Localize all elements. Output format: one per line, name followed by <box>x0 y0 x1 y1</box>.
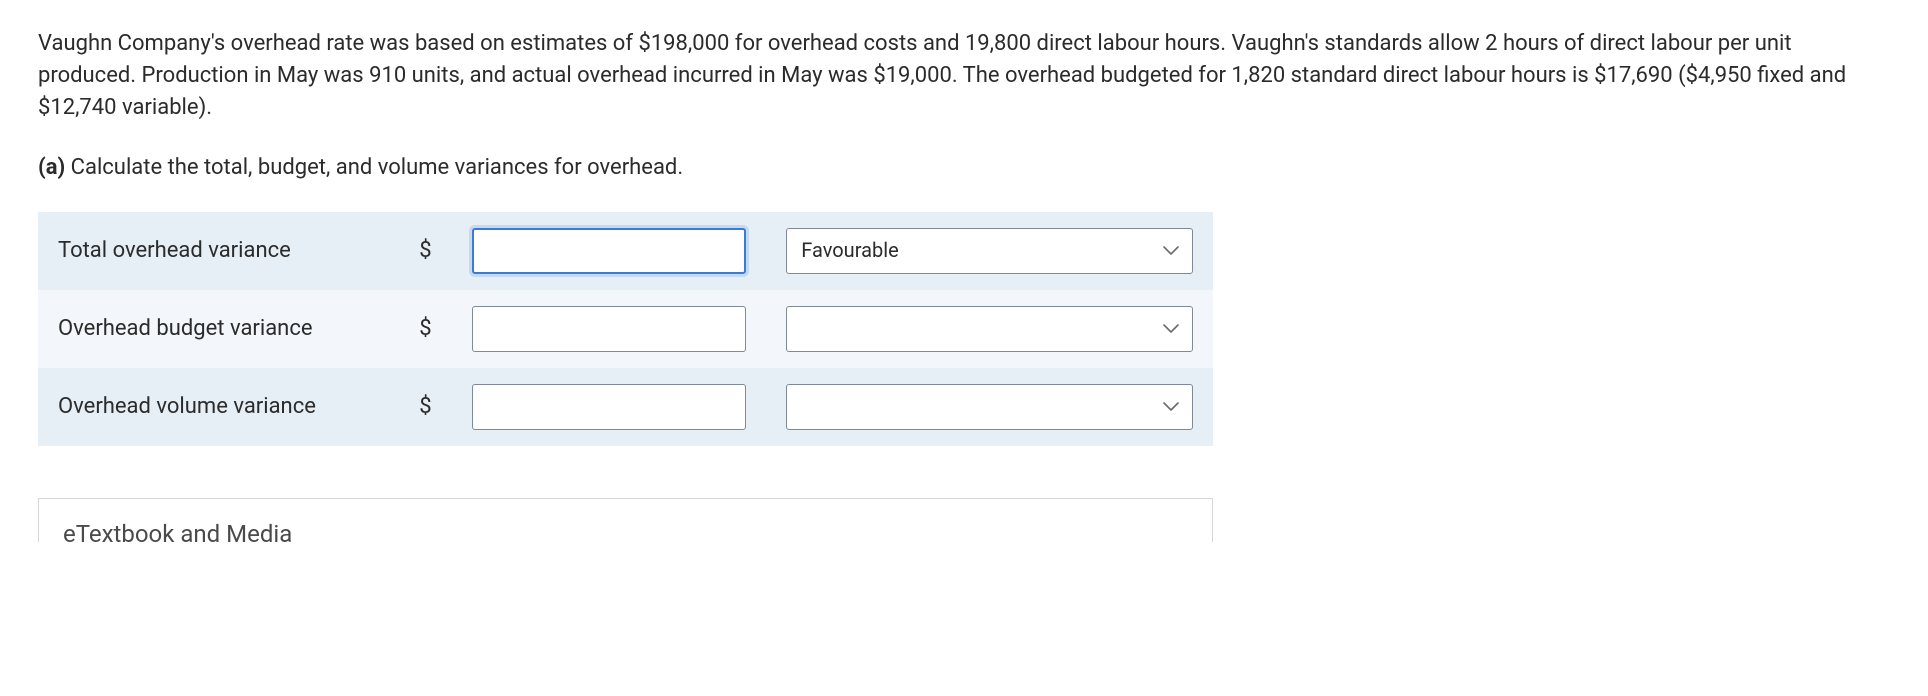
budget-variance-input[interactable] <box>472 306 747 352</box>
dollar-sign: $ <box>398 290 451 368</box>
row-label: Total overhead variance <box>38 212 398 290</box>
volume-variance-dropdown[interactable] <box>786 384 1193 430</box>
total-variance-input[interactable] <box>472 228 747 274</box>
etextbook-media-panel[interactable]: eTextbook and Media <box>38 498 1213 542</box>
variance-table: Total overhead variance $ Favourable Ove… <box>38 212 1213 446</box>
table-row: Total overhead variance $ Favourable <box>38 212 1213 290</box>
table-row: Overhead budget variance $ <box>38 290 1213 368</box>
part-label: (a) <box>38 155 65 180</box>
budget-variance-dropdown[interactable] <box>786 306 1193 352</box>
volume-variance-input[interactable] <box>472 384 747 430</box>
dropdown-value: Favourable <box>801 236 898 265</box>
dollar-sign: $ <box>398 368 451 446</box>
question-part: (a) Calculate the total, budget, and vol… <box>38 152 1890 184</box>
table-row: Overhead volume variance $ <box>38 368 1213 446</box>
dollar-sign: $ <box>398 212 451 290</box>
row-label: Overhead budget variance <box>38 290 398 368</box>
question-paragraph: Vaughn Company's overhead rate was based… <box>38 28 1890 124</box>
row-label: Overhead volume variance <box>38 368 398 446</box>
part-text: Calculate the total, budget, and volume … <box>65 155 683 180</box>
total-variance-dropdown[interactable]: Favourable <box>786 228 1193 274</box>
etextbook-label: eTextbook and Media <box>63 520 292 542</box>
